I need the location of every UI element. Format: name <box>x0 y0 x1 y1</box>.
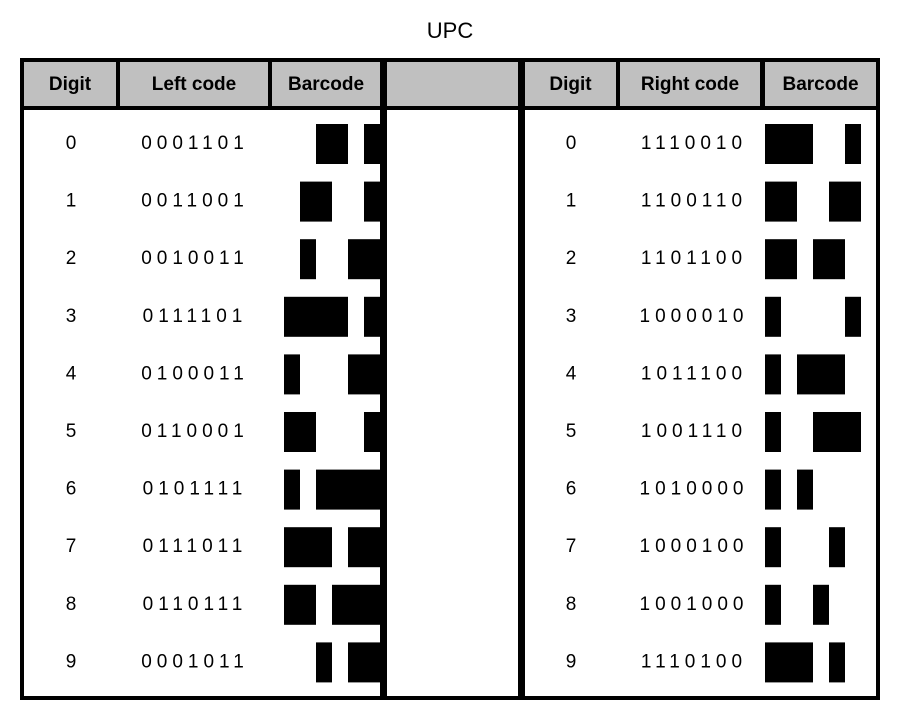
digit: 7 <box>566 536 577 557</box>
code: 0010011 <box>141 248 249 269</box>
bar <box>284 296 348 337</box>
header-cell <box>272 62 380 106</box>
bar <box>765 296 781 337</box>
header-cell <box>387 62 518 106</box>
code: 0111011 <box>143 536 248 557</box>
digit: 5 <box>66 421 77 442</box>
bar <box>765 124 813 164</box>
code: 1100110 <box>641 191 747 212</box>
code: 1000010 <box>640 306 749 327</box>
digit: 2 <box>66 248 77 269</box>
bar <box>765 239 797 280</box>
code: 0011001 <box>141 191 249 212</box>
bar <box>348 354 380 395</box>
bar <box>332 584 380 625</box>
bar <box>765 412 781 452</box>
bar <box>364 412 380 452</box>
code: 1110100 <box>641 651 747 672</box>
code: 0101111 <box>143 479 248 500</box>
code: 0001101 <box>141 133 249 154</box>
bar <box>316 642 332 683</box>
bar <box>765 527 781 568</box>
code: 1101100 <box>641 248 747 269</box>
header-cell <box>620 62 760 106</box>
bar <box>797 469 813 510</box>
code: 0111101 <box>143 306 248 327</box>
bar <box>348 239 380 280</box>
digit: 3 <box>566 306 577 327</box>
header-label: Barcode <box>782 74 858 95</box>
digit: 1 <box>566 191 577 212</box>
header-label: Right code <box>641 74 739 95</box>
bar <box>300 239 316 280</box>
code: 0100011 <box>141 363 249 384</box>
digit: 0 <box>566 133 577 154</box>
bar <box>284 354 300 395</box>
title: UPC <box>427 18 474 43</box>
bar <box>284 469 300 510</box>
header-cell <box>525 62 616 106</box>
digit: 3 <box>66 306 77 327</box>
bar <box>284 584 316 625</box>
bar <box>845 296 861 337</box>
digit: 9 <box>66 651 77 672</box>
header-label: Left code <box>152 74 236 95</box>
bar <box>765 469 781 510</box>
digit: 1 <box>66 191 77 212</box>
bar <box>829 181 861 222</box>
header-cell <box>765 62 876 106</box>
bar <box>765 584 781 625</box>
bar <box>765 181 797 222</box>
header-label: Digit <box>549 74 592 95</box>
bar <box>829 642 845 683</box>
code: 1110010 <box>641 133 747 154</box>
digit: 4 <box>566 363 577 384</box>
bar <box>316 469 380 510</box>
bar <box>364 124 380 164</box>
header-cell <box>120 62 268 106</box>
bar <box>348 527 380 568</box>
bar <box>284 527 332 568</box>
code: 1001110 <box>641 421 747 442</box>
code: 0110111 <box>143 594 248 615</box>
bar <box>829 527 845 568</box>
digit: 8 <box>566 594 577 615</box>
bar <box>765 354 781 395</box>
bar <box>813 412 861 452</box>
bar <box>845 124 861 164</box>
header-label: Digit <box>49 74 92 95</box>
bar <box>348 642 380 683</box>
middle-body <box>387 110 518 696</box>
bar <box>316 124 348 164</box>
header-cell <box>24 62 116 106</box>
digit: 5 <box>566 421 577 442</box>
digit: 4 <box>66 363 77 384</box>
bar <box>364 181 380 222</box>
bar <box>813 584 829 625</box>
code: 1011100 <box>641 363 747 384</box>
code: 1010000 <box>640 479 749 500</box>
digit: 6 <box>566 479 577 500</box>
bar <box>300 181 332 222</box>
digit: 2 <box>566 248 577 269</box>
code: 1000100 <box>640 536 749 557</box>
bar <box>813 239 845 280</box>
digit: 6 <box>66 479 77 500</box>
bar <box>797 354 845 395</box>
digit: 0 <box>66 133 77 154</box>
header-label: Barcode <box>288 74 364 95</box>
bar <box>364 296 380 337</box>
code: 1001000 <box>640 594 749 615</box>
bar <box>765 642 813 683</box>
code: 0110001 <box>141 421 249 442</box>
digit: 9 <box>566 651 577 672</box>
digit: 8 <box>66 594 77 615</box>
digit: 7 <box>66 536 77 557</box>
bar <box>284 412 316 452</box>
code: 0001011 <box>141 651 249 672</box>
